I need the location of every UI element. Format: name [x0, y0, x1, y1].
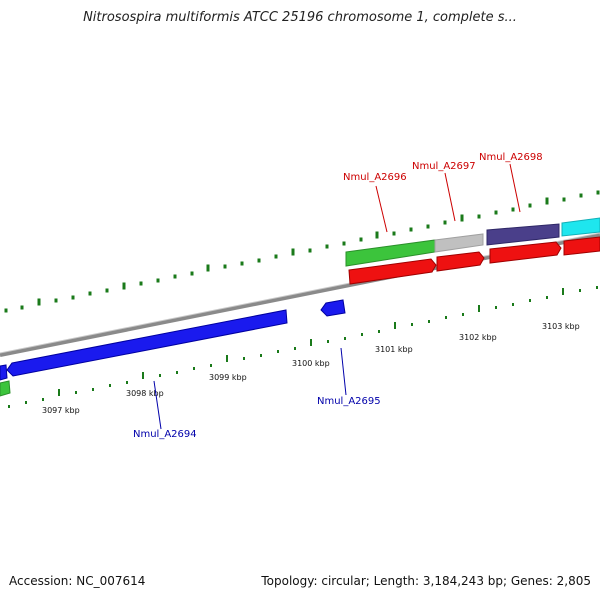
callout-line: [153, 380, 162, 430]
accession-text: Accession: NC_007614: [9, 574, 146, 588]
gene-label[interactable]: Nmul_A2697: [412, 161, 476, 172]
kbp-label: 3097 kbp: [42, 406, 80, 415]
kbp-label: 3103 kbp: [542, 322, 580, 331]
cds-arrow-red[interactable]: [436, 251, 485, 272]
cds-arrow-red[interactable]: [563, 236, 600, 256]
lower-tick-row: [8, 286, 598, 408]
map-title: Nitrosospira multiformis ATCC 25196 chro…: [83, 10, 517, 25]
callout-line: [509, 163, 521, 213]
gene-feature-green[interactable]: [0, 380, 11, 397]
gene-feature-blue[interactable]: [320, 299, 346, 317]
upper-tick-row: [4, 190, 600, 313]
gene-label[interactable]: Nmul_A2696: [343, 172, 407, 183]
kbp-label: 3098 kbp: [126, 389, 164, 398]
cds-arrow-red[interactable]: [348, 258, 437, 285]
gene-label[interactable]: Nmul_A2694: [133, 429, 197, 440]
kbp-label: 3101 kbp: [375, 345, 413, 354]
gene-feature-cyan[interactable]: [561, 217, 600, 237]
gene-feature-grey[interactable]: [434, 233, 484, 253]
genome-summary-text: Topology: circular; Length: 3,184,243 bp…: [261, 574, 591, 588]
gene-label[interactable]: Nmul_A2698: [479, 152, 543, 163]
callout-line: [444, 172, 456, 222]
kbp-label: 3102 kbp: [459, 333, 497, 342]
cds-arrow-red[interactable]: [489, 241, 562, 264]
gene-feature-blue[interactable]: [6, 309, 288, 377]
gene-label[interactable]: Nmul_A2695: [317, 396, 381, 407]
kbp-label: 3099 kbp: [209, 373, 247, 382]
kbp-label: 3100 kbp: [292, 359, 330, 368]
gene-feature-blue[interactable]: [0, 364, 8, 381]
gene-feature-navy[interactable]: [486, 223, 560, 246]
callout-line: [340, 347, 347, 396]
callout-line: [375, 185, 388, 233]
